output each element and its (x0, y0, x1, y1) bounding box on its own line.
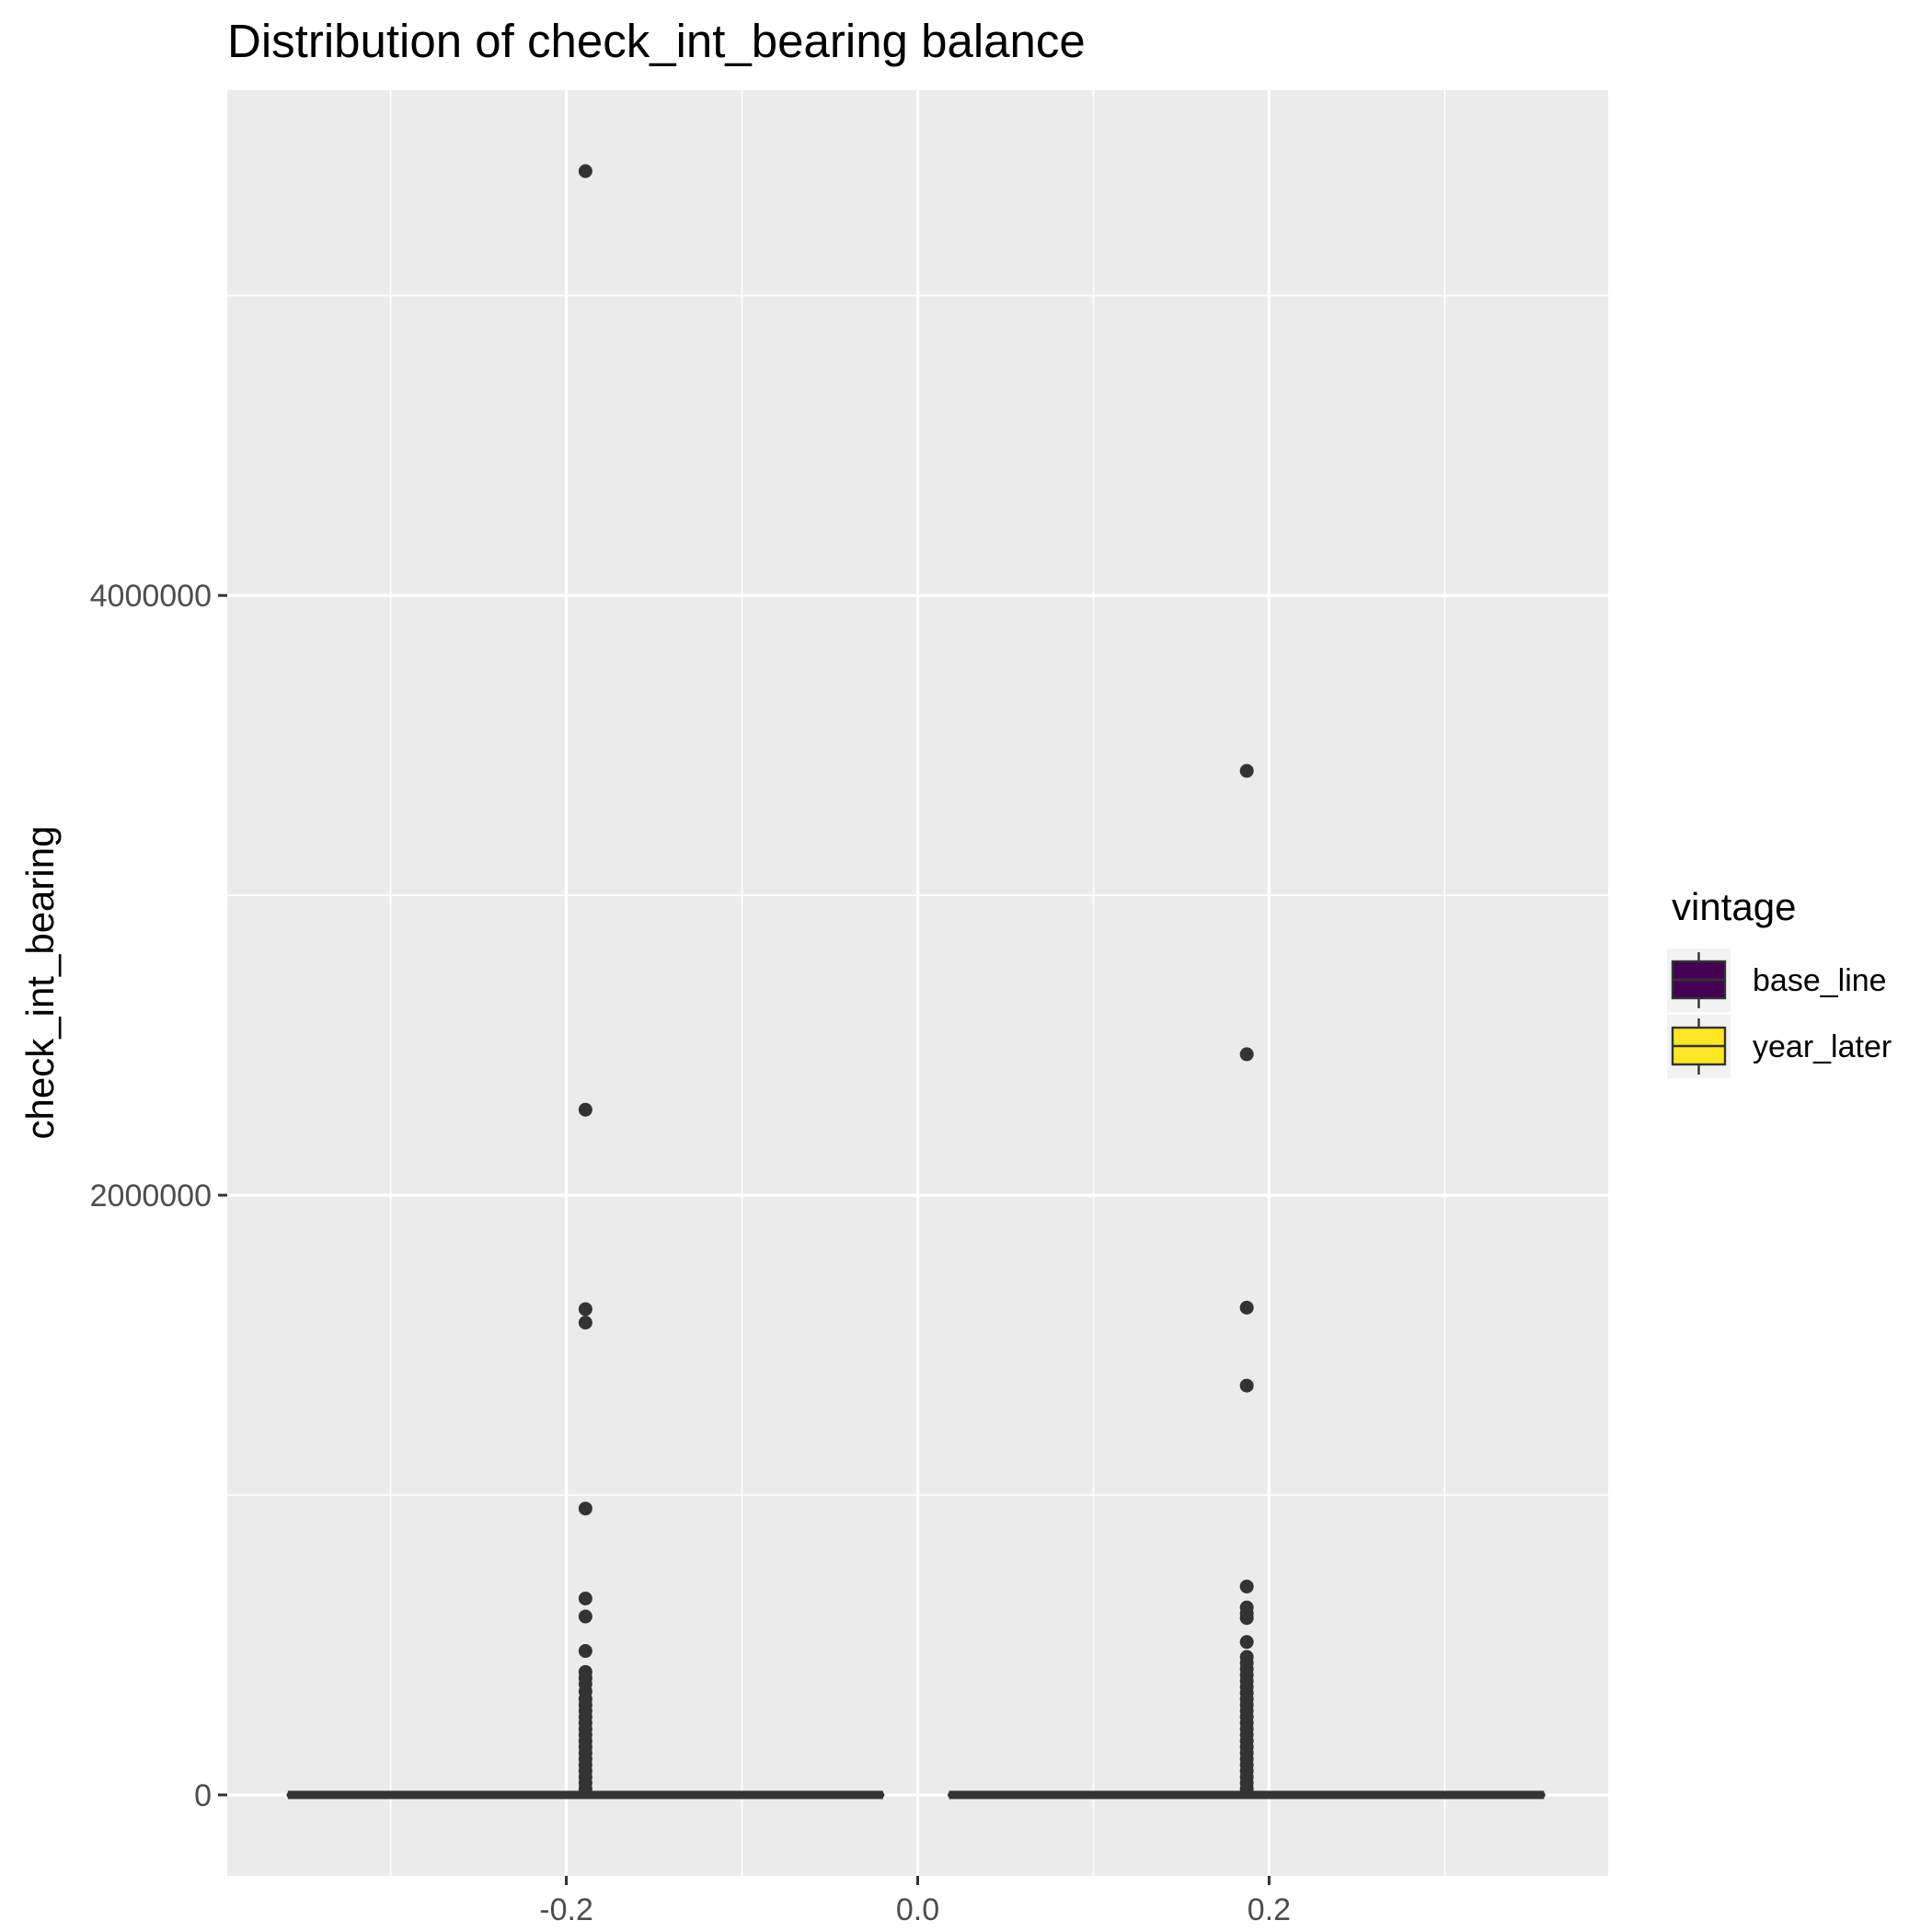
chart-title: Distribution of check_int_bearing balanc… (227, 15, 1086, 67)
outlier-point (1239, 1300, 1254, 1315)
legend-label-year_later: year_later (1753, 1029, 1892, 1064)
x-axis: -0.2 0.0 0.2 (539, 1876, 1291, 1927)
outlier-point (578, 1501, 592, 1516)
outlier-point (578, 1644, 592, 1659)
y-axis: 0 2000000 4000000 (90, 579, 227, 1813)
legend-label-base_line: base_line (1753, 963, 1887, 998)
x-tick-label: -0.2 (539, 1892, 593, 1927)
x-tick-label: 0.2 (1248, 1892, 1291, 1927)
outlier-point (1239, 1047, 1254, 1062)
outlier-point (1239, 1579, 1254, 1593)
outlier-point (578, 1102, 592, 1117)
outlier-point (1239, 1611, 1254, 1626)
y-tick-label: 4000000 (90, 579, 212, 614)
x-minor-gridlines (389, 90, 1446, 1876)
outlier-point (578, 164, 592, 178)
outlier-point (578, 1302, 592, 1317)
outlier-point (578, 1316, 592, 1330)
outlier-point (1239, 1378, 1254, 1393)
y-tick-label: 2000000 (90, 1179, 212, 1213)
outlier-point (1239, 1635, 1254, 1650)
x-major-gridlines (564, 90, 1271, 1876)
x-tick-label: 0.0 (896, 1892, 939, 1927)
outlier-point (578, 1592, 592, 1606)
y-axis-title: check_int_bearing (18, 826, 62, 1140)
legend-title: vintage (1672, 885, 1796, 928)
y-tick-label: 0 (194, 1778, 212, 1813)
outlier-point (578, 1609, 592, 1624)
outlier-layer (578, 164, 1254, 1796)
outlier-point (578, 1781, 592, 1796)
legend: vintage base_line year_later (1667, 885, 1892, 1078)
outlier-point (1239, 1781, 1254, 1796)
outlier-point (1239, 764, 1254, 778)
